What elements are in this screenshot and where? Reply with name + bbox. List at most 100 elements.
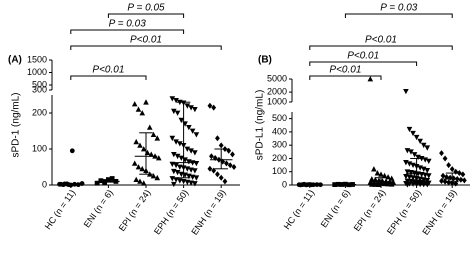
y-tick-label: 500 (272, 113, 287, 123)
panel-label: (A) (8, 55, 22, 66)
data-point (193, 132, 200, 138)
y-tick-label: 100 (32, 143, 47, 153)
data-point (461, 177, 467, 184)
data-point (131, 101, 138, 107)
data-point (367, 76, 374, 82)
data-point (211, 104, 217, 111)
y-tick-label: 0 (42, 179, 47, 189)
data-point (171, 108, 177, 115)
y-tick-label: 500 (32, 79, 47, 89)
data-point (173, 162, 179, 169)
data-point (411, 152, 418, 158)
data-point (69, 148, 75, 154)
data-point (139, 165, 146, 172)
x-tick-label: ENH (n = 19) (189, 188, 227, 237)
y-tick-label: 300 (272, 140, 287, 150)
data-point (224, 160, 229, 167)
data-point (439, 150, 444, 157)
x-tick-label: HC (n = 11) (282, 188, 317, 232)
data-point (446, 179, 452, 186)
significance-bracket (309, 45, 453, 50)
data-point (404, 182, 411, 188)
data-point (381, 172, 388, 179)
data-point (406, 161, 413, 167)
y-tick-label: 100 (272, 166, 287, 176)
data-point (385, 181, 391, 187)
data-point (133, 176, 140, 182)
data-point (442, 155, 448, 162)
significance-label: P<0.01 (347, 51, 379, 62)
data-point (140, 146, 147, 152)
x-tick-label: EPH (n = 50) (385, 188, 423, 237)
data-point (449, 166, 455, 173)
data-point (388, 181, 395, 187)
x-tick-label: ENI (n = 6) (82, 188, 115, 230)
data-point (424, 168, 431, 174)
y-tick-label: 200 (272, 153, 287, 163)
x-tick-label: EPI (n = 24) (117, 188, 153, 233)
x-tick-label: EPI (n = 24) (352, 188, 388, 233)
data-point (192, 181, 198, 187)
data-point (188, 148, 194, 154)
significance-label: P = 0.05 (127, 3, 165, 14)
data-point (404, 148, 411, 154)
data-point (422, 157, 429, 163)
data-point (189, 128, 196, 134)
x-tick-label: EPH (n = 50) (152, 188, 190, 237)
data-point (94, 180, 100, 186)
significance-label: P<0.01 (92, 65, 124, 76)
data-point (460, 171, 466, 178)
data-point (218, 174, 224, 181)
data-point (371, 166, 377, 172)
data-point (184, 103, 191, 109)
y-tick-label: 1000 (27, 67, 47, 77)
data-point (177, 141, 183, 147)
data-point (374, 170, 381, 176)
data-point (148, 151, 155, 157)
data-point (424, 145, 431, 151)
data-point (174, 170, 181, 176)
data-point (173, 139, 179, 145)
data-point (155, 155, 162, 161)
data-point (211, 167, 217, 174)
y-tick-label: 200 (32, 107, 47, 117)
data-point (230, 151, 235, 158)
data-point (440, 172, 446, 179)
data-point (456, 170, 462, 177)
data-point (150, 173, 157, 179)
y-tick-label: 2000 (267, 86, 287, 96)
data-point (109, 176, 115, 181)
data-point (415, 154, 421, 161)
y-tick-label: 1000 (267, 96, 287, 106)
data-point (188, 105, 194, 111)
significance-bracket (309, 61, 418, 66)
data-point (425, 173, 432, 179)
data-point (193, 175, 200, 181)
data-point (178, 117, 185, 124)
data-point (169, 96, 176, 102)
x-tick-label: HC (n = 11) (43, 188, 78, 232)
x-tick-label: ENH (n = 19) (420, 188, 458, 237)
data-point (403, 160, 409, 166)
data-point (417, 165, 423, 171)
data-point (222, 178, 228, 185)
data-point (178, 155, 185, 161)
data-point (192, 150, 198, 156)
data-point (417, 138, 423, 145)
data-point (146, 124, 153, 130)
data-point (186, 125, 192, 131)
data-point (137, 178, 143, 184)
data-point (408, 149, 414, 155)
data-point (420, 142, 427, 149)
data-point (406, 126, 413, 133)
data-point (442, 178, 448, 185)
y-tick-label: 1500 (27, 54, 47, 64)
data-point (140, 180, 147, 186)
data-point (169, 135, 176, 142)
data-point (410, 130, 416, 137)
data-point (135, 106, 142, 112)
data-point (150, 131, 157, 137)
data-point (174, 110, 181, 116)
y-axis-label: sPD-L1 (ng/mL) (255, 90, 266, 161)
